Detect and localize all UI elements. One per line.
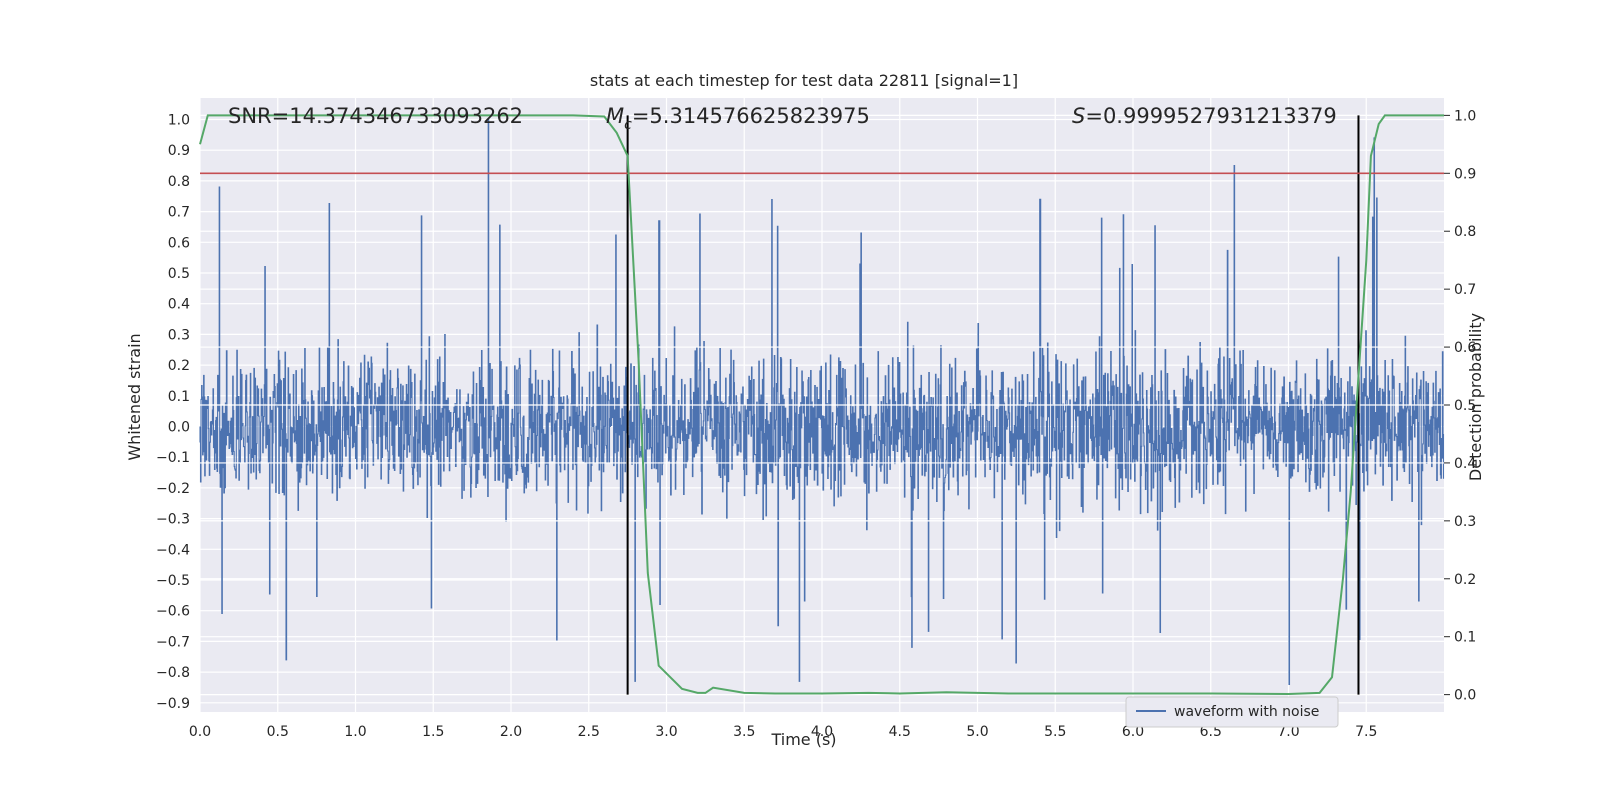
vertical-marker-lines	[626, 115, 1360, 695]
x-tick-label: 2.5	[578, 724, 600, 740]
probability-series-line	[199, 114, 1444, 696]
y-left-tick-label: −0.7	[156, 634, 190, 650]
y-left-tick-label: −0.9	[156, 696, 190, 712]
chart-title: stats at each timestep for test data 228…	[590, 71, 1018, 90]
y-right-tick-label: 0.7	[1454, 282, 1476, 298]
x-tick-label: 2.0	[500, 724, 522, 740]
y-left-tick-label: 0.2	[168, 358, 190, 374]
mc-value: =5.314576625823975	[632, 104, 870, 128]
x-tick-label: 4.5	[889, 724, 911, 740]
x-tick-label: 0.0	[189, 724, 211, 740]
x-tick-label: 7.5	[1355, 724, 1377, 740]
y-left-tick-label: −0.5	[156, 573, 190, 589]
y-right-tick-label: 0.4	[1454, 456, 1476, 472]
y-left-tick-label: −0.8	[156, 665, 190, 681]
y-left-tick-label: 0.4	[168, 297, 190, 313]
snr-annotation: SNR=14.374346733093262	[228, 104, 523, 128]
s-symbol: S	[1072, 104, 1085, 128]
chirp-mass-annotation: Mc=5.314576625823975	[606, 104, 870, 133]
y-left-tick-label: 0.5	[168, 266, 190, 282]
y-left-tick-label: 0.3	[168, 327, 190, 343]
significance-annotation: S=0.9999527931213379	[1072, 104, 1337, 128]
legend-label: waveform with noise	[1174, 704, 1319, 720]
x-tick-label: 3.0	[655, 724, 677, 740]
y-left-tick-label: −0.4	[156, 542, 190, 558]
legend: waveform with noise	[1125, 696, 1339, 728]
x-tick-label: 6.0	[1122, 724, 1144, 740]
y-left-tick-label: −0.3	[156, 512, 190, 528]
y-left-tick-label: 0.0	[168, 419, 190, 435]
x-tick-label: 0.5	[267, 724, 289, 740]
x-axis-label: Time (s)	[770, 730, 836, 749]
x-tick-label: 5.0	[966, 724, 988, 740]
y-left-tick-label: 0.1	[168, 389, 190, 405]
mc-symbol: M	[606, 104, 624, 128]
legend-box	[1125, 696, 1339, 728]
waveform-path	[199, 118, 1445, 685]
y-right-tick-label: 0.3	[1454, 514, 1476, 530]
y-left-tick-label: 0.8	[168, 174, 190, 190]
y-left-axis-label: Whitened strain	[125, 333, 144, 460]
x-tick-label: 7.0	[1277, 724, 1299, 740]
s-value: =0.9999527931213379	[1085, 104, 1336, 128]
y-right-tick-label: 0.6	[1454, 340, 1476, 356]
x-tick-label: 4.0	[811, 724, 833, 740]
y-right-tick-label: 0.9	[1454, 166, 1476, 182]
y-left-tick-label: −0.2	[156, 481, 190, 497]
y-right-axis-ticks: 1.0 0.9 0.8 0.7 0.6 0.5 0.4 0.3 0.2 0.1 0.0	[1444, 108, 1476, 704]
y-left-tick-label: 0.9	[168, 143, 190, 159]
x-axis-ticks: 0.0 0.5 1.0 1.5 2.0 2.5 3.0 3.5 4.0 4.5 5.0 5.5 6.0 6…	[189, 724, 1378, 740]
y-right-tick-label: 1.0	[1454, 108, 1476, 124]
y-left-tick-label: 0.6	[168, 235, 190, 251]
x-tick-label: 1.5	[422, 724, 444, 740]
x-tick-label: 6.5	[1200, 724, 1222, 740]
y-left-tick-label: −0.1	[156, 450, 190, 466]
y-left-tick-label: 0.7	[168, 205, 190, 221]
y-right-axis-label: Detection probability	[1466, 313, 1485, 481]
y-left-tick-label: 1.0	[168, 112, 190, 128]
y-right-tick-label: 0.0	[1454, 688, 1476, 704]
y-right-tick-label: 0.8	[1454, 224, 1476, 240]
y-left-tick-label: −0.6	[156, 604, 190, 620]
y-left-axis-ticks: 1.0 0.9 0.8 0.7 0.6 0.5 0.4 0.3 0.2 0.1 0.0 −0.1 −0.…	[156, 112, 190, 711]
mc-subscript: c	[624, 117, 632, 133]
x-tick-label: 5.5	[1044, 724, 1066, 740]
x-tick-label: 1.0	[344, 724, 366, 740]
y-right-tick-label: 0.1	[1454, 630, 1476, 646]
waveform-series	[199, 118, 1445, 685]
y-right-tick-label: 0.5	[1454, 398, 1476, 414]
y-right-tick-label: 0.2	[1454, 572, 1476, 588]
x-tick-label: 3.5	[733, 724, 755, 740]
